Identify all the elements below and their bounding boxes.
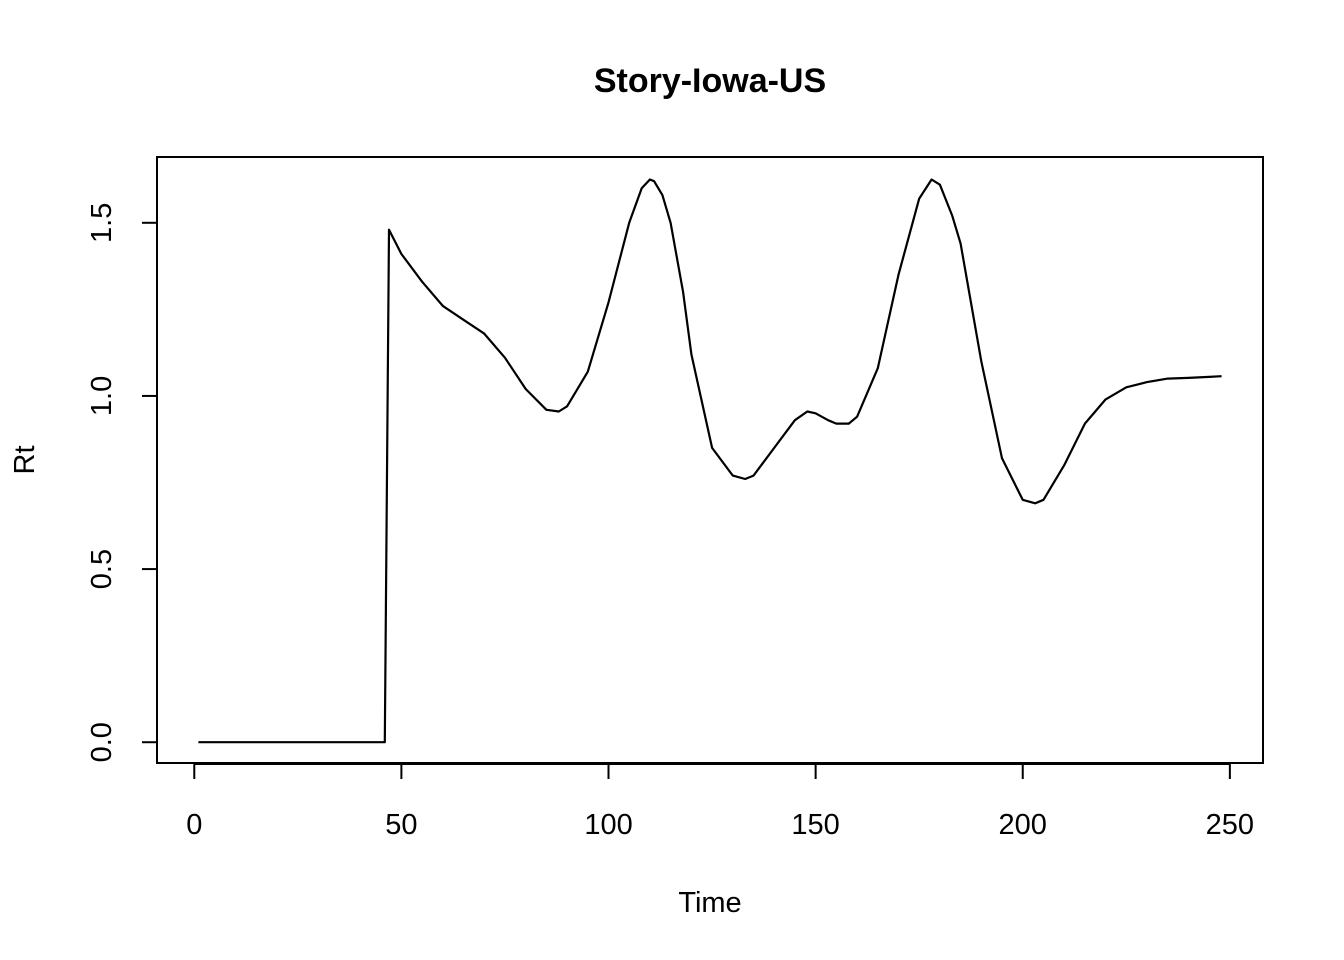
chart-title: Story-Iowa-US [594, 62, 826, 100]
x-tick-label: 0 [186, 809, 202, 841]
plot-frame [156, 156, 1264, 764]
y-axis: 0.0 0.5 1.0 1.5 [86, 203, 158, 762]
y-tick-label: 0.5 [86, 549, 118, 589]
series-layer [198, 178, 1222, 744]
x-tick-label: 200 [999, 809, 1047, 841]
y-tick-label: 0.0 [86, 722, 118, 762]
series-line [198, 178, 1222, 744]
x-tick-label: 50 [385, 809, 417, 841]
y-tick-label: 1.5 [86, 203, 118, 243]
y-tick-label: 1.0 [86, 376, 118, 416]
x-tick-label: 100 [584, 809, 632, 841]
x-tick-label: 250 [1206, 809, 1254, 841]
x-axis: 0 50 100 150 200 250 [186, 763, 1254, 841]
y-axis-label: Rt [9, 446, 41, 475]
x-tick-label: 150 [791, 809, 839, 841]
x-axis-label: Time [678, 887, 741, 919]
